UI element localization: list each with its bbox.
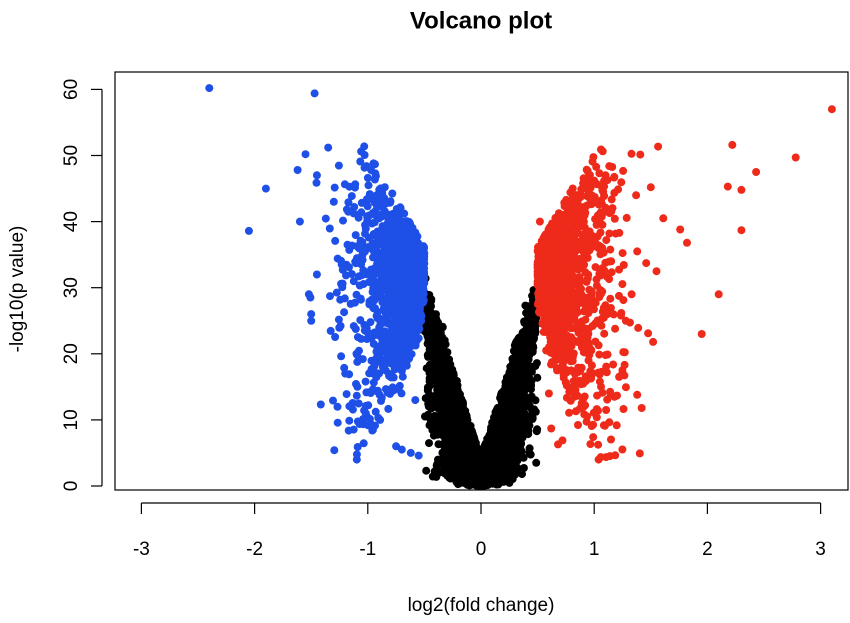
point-neutral (525, 449, 534, 457)
point-neutral (510, 438, 519, 447)
point-neutral (445, 470, 454, 479)
point-neutral (533, 425, 542, 434)
point-neutral (521, 393, 530, 402)
point-neutral (518, 421, 527, 430)
point-neutral (528, 409, 537, 418)
point-neutral (450, 455, 459, 464)
point-neutral (423, 383, 432, 392)
point-neutral (450, 464, 459, 473)
point-neutral (527, 377, 536, 386)
point-neutral (518, 470, 526, 479)
point-neutral (433, 430, 442, 439)
point-neutral (434, 459, 443, 468)
point-neutral (519, 464, 528, 472)
point-neutral (425, 439, 433, 448)
point-neutral (532, 458, 541, 467)
data-points (205, 84, 836, 490)
point-neutral (422, 466, 431, 475)
plot-frame (114, 71, 849, 491)
chart-title: Volcano plot (410, 7, 552, 34)
point-neutral (442, 459, 451, 468)
point-neutral (531, 396, 540, 405)
point-neutral (533, 373, 542, 382)
point-neutral (432, 472, 441, 481)
point-neutral (428, 426, 437, 434)
